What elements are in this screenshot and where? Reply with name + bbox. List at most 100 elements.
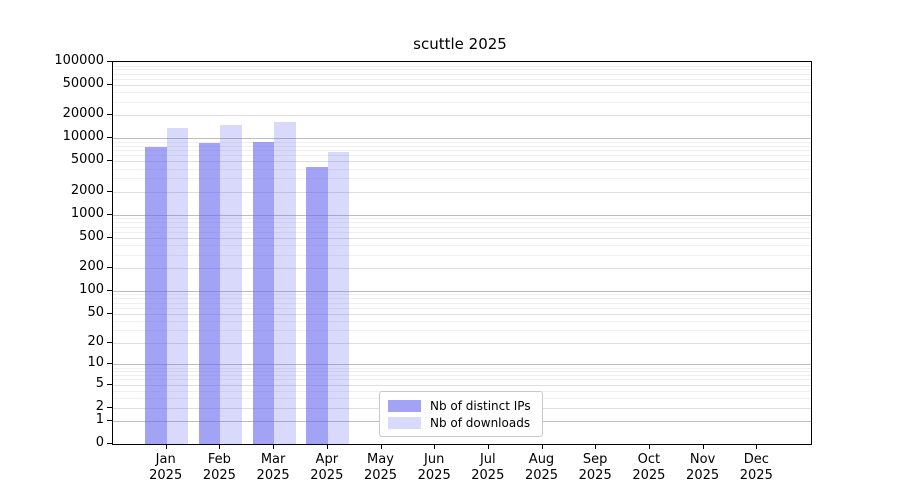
y-tick-mark: [107, 312, 112, 314]
grid-line: [113, 384, 811, 386]
y-axis-tick-label: 200: [79, 259, 104, 274]
grid-line: [113, 343, 811, 344]
legend-entry-distinct-ips: Nb of distinct IPs: [388, 398, 534, 414]
grid-line: [113, 85, 811, 86]
grid-line-minor: [113, 375, 811, 376]
y-axis-tick-label: 50000: [62, 76, 104, 91]
grid-line: [113, 268, 811, 269]
y-axis-tick-label: 20000: [62, 106, 104, 122]
y-axis-tick-label: 10: [87, 355, 104, 371]
y-axis-tick-label: 5: [95, 375, 104, 391]
bar-downloads-mar: [274, 121, 296, 444]
grid-line: [113, 115, 811, 117]
y-tick-mark: [107, 190, 112, 192]
y-tick-mark: [107, 363, 112, 365]
grid-line-minor: [113, 298, 811, 300]
grid-line-minor: [113, 222, 811, 224]
legend-label-downloads: Nb of downloads: [430, 416, 531, 430]
plot-area: [112, 61, 812, 445]
grid-line-minor: [113, 78, 811, 80]
grid-line: [113, 364, 811, 366]
bar-ips-mar: [252, 141, 275, 444]
grid-line-minor: [113, 371, 811, 373]
bar-ips-feb: [198, 143, 221, 444]
x-tick-mark: [648, 444, 650, 449]
y-axis-tick-label: 10000: [62, 129, 104, 145]
y-axis-tick-label: 20: [87, 334, 104, 349]
bar-downloads-feb: [220, 124, 242, 444]
y-axis-tick-label: 100000: [54, 53, 104, 68]
grid-line-minor: [113, 168, 811, 170]
grid-line-minor: [113, 307, 811, 309]
y-axis-tick-label: 2: [95, 398, 104, 414]
y-tick-mark: [107, 383, 112, 385]
grid-line-minor: [113, 150, 811, 152]
x-axis-tick-label: Jun 2025: [417, 452, 451, 483]
y-tick-mark: [107, 289, 112, 291]
grid-line-minor: [113, 254, 811, 256]
y-axis-tick-label: 500: [79, 228, 104, 244]
y-tick-mark: [107, 406, 112, 408]
x-tick-mark: [756, 444, 758, 449]
x-tick-mark: [326, 444, 328, 449]
grid-line: [113, 191, 811, 193]
grid-line-minor: [113, 141, 811, 143]
y-axis-tick-label: 50: [87, 304, 104, 320]
x-axis-tick-label: Sep 2025: [578, 452, 612, 483]
grid-line-minor: [113, 320, 811, 322]
grid-line-minor: [113, 92, 811, 94]
y-tick-mark: [107, 420, 112, 421]
y-axis-tick-label: 100: [79, 281, 104, 297]
legend-swatch-downloads: [388, 417, 421, 429]
x-axis-tick-label: Jan 2025: [149, 452, 183, 483]
grid-line-minor: [113, 226, 811, 228]
bar-ips-apr: [306, 167, 328, 444]
x-tick-mark: [541, 444, 543, 449]
x-tick-mark: [165, 444, 167, 449]
grid-line-minor: [113, 73, 811, 75]
y-tick-mark: [107, 137, 112, 139]
grid-line-minor: [113, 231, 811, 233]
x-axis-tick-label: Apr 2025: [310, 452, 344, 483]
x-tick-mark: [219, 444, 221, 449]
grid-line-minor: [113, 302, 811, 304]
y-axis-tick-label: 1000: [70, 205, 104, 221]
x-axis-tick-label: Feb 2025: [202, 452, 236, 483]
grid-line: [113, 237, 811, 239]
x-tick-mark: [380, 444, 382, 449]
bar-ips-jan: [145, 147, 167, 444]
y-axis-tick-label: 1: [95, 412, 104, 427]
grid-line-minor: [113, 69, 811, 71]
y-axis-tick-label: 2000: [70, 182, 104, 198]
y-tick-mark: [107, 213, 112, 215]
y-tick-mark: [107, 443, 112, 444]
legend-label-distinct-ips: Nb of distinct IPs: [430, 399, 531, 413]
grid-line: [113, 290, 811, 292]
y-tick-mark: [107, 114, 112, 116]
grid-line-minor: [113, 218, 811, 220]
bar-downloads-apr: [327, 151, 350, 444]
x-tick-mark: [434, 444, 436, 449]
x-axis-tick-label: Oct 2025: [632, 452, 666, 483]
y-tick-mark: [107, 160, 112, 162]
y-axis-tick-label: 5000: [70, 152, 104, 168]
chart-title: scuttle 2025: [413, 35, 507, 53]
grid-line: [113, 161, 811, 163]
grid-line-minor: [113, 145, 811, 147]
x-axis-tick-label: Dec 2025: [739, 452, 773, 483]
grid-line: [113, 138, 811, 140]
grid-line-minor: [113, 367, 811, 369]
grid-line-minor: [113, 379, 811, 381]
x-axis-tick-label: May 2025: [363, 452, 398, 483]
y-tick-mark: [107, 84, 112, 85]
grid-line-minor: [113, 101, 811, 103]
x-tick-mark: [487, 444, 489, 449]
legend-entry-downloads: Nb of downloads: [388, 415, 534, 431]
y-tick-mark: [107, 342, 112, 343]
grid-line-minor: [113, 294, 811, 296]
grid-line: [113, 214, 811, 216]
grid-line-minor: [113, 155, 811, 157]
legend: Nb of distinct IPs Nb of downloads: [379, 391, 543, 437]
y-tick-mark: [107, 236, 112, 238]
